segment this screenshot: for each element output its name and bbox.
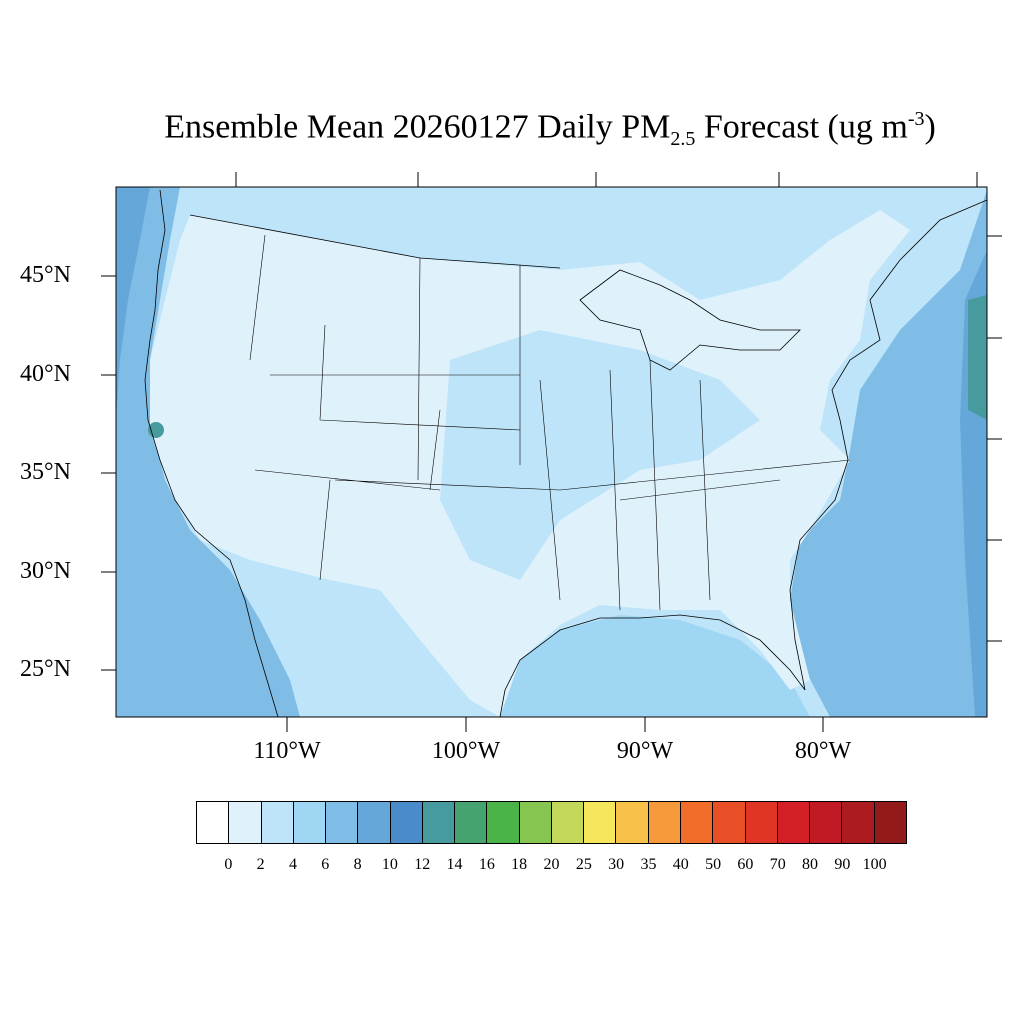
atlantic-ocean (790, 190, 987, 717)
colorbar-tick-label: 35 (640, 856, 657, 873)
colorbar-tick-label: 70 (769, 856, 786, 873)
east-coastline (789, 199, 988, 691)
colorbar-tick-label: 80 (802, 856, 819, 873)
colorbar-tick-label: 50 (705, 856, 722, 873)
colorbar-segment (584, 802, 617, 843)
lat-label-25: 25°N (20, 656, 71, 682)
colorbar-segment (519, 802, 552, 843)
colorbar-segment (422, 802, 456, 843)
colorbar-tick-label: 25 (575, 856, 592, 873)
lat-label-30: 30°N (20, 558, 71, 584)
lon-label-110w: 110°W (253, 738, 321, 764)
colorbar-segment (616, 802, 649, 843)
map-frame (115, 186, 988, 718)
colorbar-segment (390, 802, 423, 843)
colorbar-tick-label: 20 (543, 856, 560, 873)
colorbar-tick-label: 10 (381, 856, 398, 873)
colorbar-segment (874, 802, 906, 843)
east-coast-hotspot (968, 295, 987, 420)
lon-label-90w: 90°W (616, 738, 674, 764)
colorbar-segment (745, 802, 778, 843)
colorbar-tick-label: 2 (256, 856, 265, 873)
lon-label-80w: 80°W (794, 738, 852, 764)
title-main: Ensemble Mean 20260127 Daily PM (164, 108, 671, 146)
state-lines (249, 234, 851, 611)
colorbar-tick-label: 14 (446, 856, 463, 873)
colorbar-segment (229, 802, 262, 843)
colorbar-tick-label: 90 (834, 856, 851, 873)
colorbar-segment (326, 802, 359, 843)
colorbar-tick-label: 60 (737, 856, 754, 873)
title-superscript: -3 (907, 108, 925, 130)
lat-label-45: 45°N (20, 262, 71, 288)
lat-label-40: 40°N (20, 361, 71, 387)
colorbar-segment (358, 802, 391, 843)
great-lakes (579, 269, 801, 371)
gulf-of-mexico (500, 615, 810, 717)
colorbar-tick-label: 4 (288, 856, 297, 873)
colorbar-tick-label: 16 (478, 856, 495, 873)
colorbar-tick-label: 40 (672, 856, 689, 873)
title-subscript: 2.5 (670, 128, 696, 151)
lon-label-100w: 100°W (431, 738, 501, 764)
colorbar-segment (551, 802, 585, 843)
axis-ticks (101, 172, 1002, 732)
colorbar-segment (842, 802, 875, 843)
colorbar-tick-label: 100 (862, 856, 887, 873)
colorbar-segment (777, 802, 811, 843)
colorbar-segment (810, 802, 843, 843)
west-coastline (144, 189, 279, 718)
title-end: ) (924, 108, 936, 146)
pacific-ocean (116, 187, 300, 717)
pacific-near-shore (116, 187, 150, 420)
california-hotspot (148, 422, 164, 438)
colorbar-segment (197, 802, 230, 843)
colorbar-tick-label: 0 (224, 856, 233, 873)
colorbar-tick-label: 18 (511, 856, 528, 873)
colorbar-segment (487, 802, 520, 843)
colorbar-tick-label: 30 (608, 856, 625, 873)
colorbar-segment (713, 802, 746, 843)
colorbar-segment (261, 802, 294, 843)
colorbar (196, 801, 907, 844)
colorbar-segment (455, 802, 488, 843)
map-field (116, 187, 987, 717)
gulf-coastline (499, 614, 806, 718)
colorbar-tick-label: 8 (353, 856, 362, 873)
colorbar-segment (680, 802, 714, 843)
lat-label-35: 35°N (20, 459, 71, 485)
map-lines (144, 189, 988, 718)
title-mid: Forecast (ug m (695, 108, 908, 146)
colorbar-tick-label: 6 (321, 856, 330, 873)
colorbar-segment (648, 802, 681, 843)
colorbar-segment (293, 802, 327, 843)
colorbar-tick-label: 12 (414, 856, 431, 873)
map-title: Ensemble Mean 20260127 Daily PM2.5 Forec… (0, 108, 1024, 151)
